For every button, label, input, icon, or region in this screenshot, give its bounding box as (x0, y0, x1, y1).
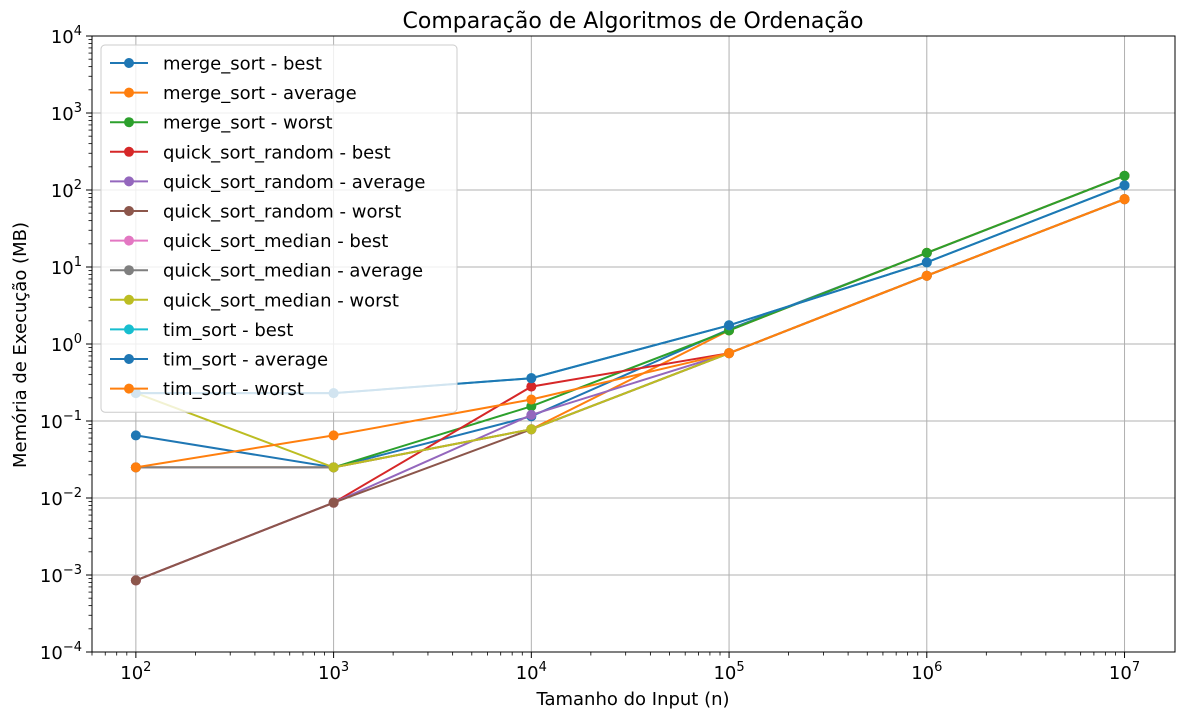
series-line (135, 198, 1125, 469)
legend-item: merge_sort - worst (110, 113, 333, 134)
y-tick-label: 104 (51, 24, 82, 48)
data-point (328, 497, 339, 508)
legend-item: tim_sort - best (110, 320, 293, 341)
data-point (526, 381, 537, 392)
legend-swatch-marker (124, 235, 134, 246)
legend-swatch-marker (124, 117, 134, 128)
y-tick-label: 10−1 (40, 409, 82, 433)
data-point (724, 348, 735, 359)
x-tick-label: 102 (120, 660, 151, 684)
data-point (526, 424, 537, 435)
legend-swatch-marker (124, 383, 134, 394)
legend-box (100, 44, 458, 413)
data-point (328, 430, 339, 441)
data-point (526, 373, 537, 384)
legend-label: tim_sort - average (163, 350, 328, 371)
legend-label: merge_sort - average (163, 83, 357, 104)
data-point (130, 462, 141, 473)
data-point (526, 394, 537, 405)
legend-label: quick_sort_median - worst (163, 290, 399, 311)
data-point (328, 462, 339, 473)
legend-item: tim_sort - worst (110, 379, 304, 400)
y-axis-label: Memória de Execução (MB) (10, 222, 31, 468)
x-tick-label: 107 (1109, 660, 1140, 684)
data-point (921, 270, 932, 281)
legend-label: tim_sort - worst (163, 379, 304, 400)
y-tick-label: 10−4 (40, 640, 82, 664)
legend-label: merge_sort - best (163, 54, 322, 75)
legend: merge_sort - best merge_sort - average mer… (100, 44, 458, 413)
x-tick-label: 103 (318, 660, 349, 684)
legend-swatch-marker (124, 354, 134, 364)
data-point (1119, 180, 1130, 191)
legend-swatch-marker (124, 294, 134, 305)
data-point (921, 257, 932, 268)
series-12 (130, 194, 1130, 473)
legend-label: tim_sort - best (163, 320, 293, 341)
y-tick-label: 10−3 (40, 563, 82, 587)
legend-item: quick_sort_median - average (110, 261, 423, 282)
data-point (724, 320, 735, 331)
legend-swatch-marker (124, 206, 134, 216)
x-tick-label: 104 (516, 660, 547, 684)
legend-swatch-marker (124, 58, 134, 68)
legend-swatch-marker (124, 146, 134, 157)
axis-ticks: 102 103 104 105 106 107 10−4 10−3 10−2 10−1 100 101… (40, 24, 1140, 684)
data-point (130, 430, 141, 441)
x-axis-label: Tamanho do Input (n) (535, 689, 729, 710)
legend-item: tim_sort - average (110, 350, 328, 371)
y-tick-label: 100 (51, 332, 82, 356)
data-point (1119, 170, 1130, 181)
legend-label: quick_sort_median - average (163, 261, 423, 282)
x-tick-label: 105 (713, 660, 744, 684)
y-tick-label: 102 (51, 178, 82, 202)
legend-swatch-marker (124, 176, 134, 187)
legend-item: merge_sort - best (110, 54, 322, 75)
legend-item: quick_sort_random - worst (110, 202, 401, 223)
legend-label: quick_sort_random - average (163, 172, 425, 193)
y-tick-label: 103 (51, 101, 82, 125)
legend-item: quick_sort_median - best (110, 231, 388, 252)
data-point (526, 409, 537, 420)
legend-item: quick_sort_random - best (110, 142, 391, 163)
chart-title: Comparação de Algoritmos de Ordenação (403, 9, 864, 34)
x-tick-label: 106 (911, 660, 942, 684)
legend-label: quick_sort_random - best (163, 142, 391, 163)
data-point (1119, 194, 1130, 205)
y-tick-label: 10−2 (40, 486, 82, 510)
series-lines (130, 170, 1130, 586)
legend-item: quick_sort_median - worst (110, 290, 399, 311)
plot-frame (91, 35, 1176, 653)
legend-swatch-marker (124, 265, 134, 276)
legend-swatch-marker (124, 324, 134, 335)
legend-swatch-marker (124, 87, 134, 98)
data-point (130, 575, 141, 586)
legend-item: quick_sort_random - average (110, 172, 425, 193)
legend-label: quick_sort_median - best (163, 231, 388, 252)
y-tick-label: 101 (51, 255, 82, 279)
data-point (921, 247, 932, 258)
legend-item: merge_sort - average (110, 83, 357, 104)
legend-label: merge_sort - worst (163, 113, 333, 134)
legend-label: quick_sort_random - worst (163, 202, 401, 223)
